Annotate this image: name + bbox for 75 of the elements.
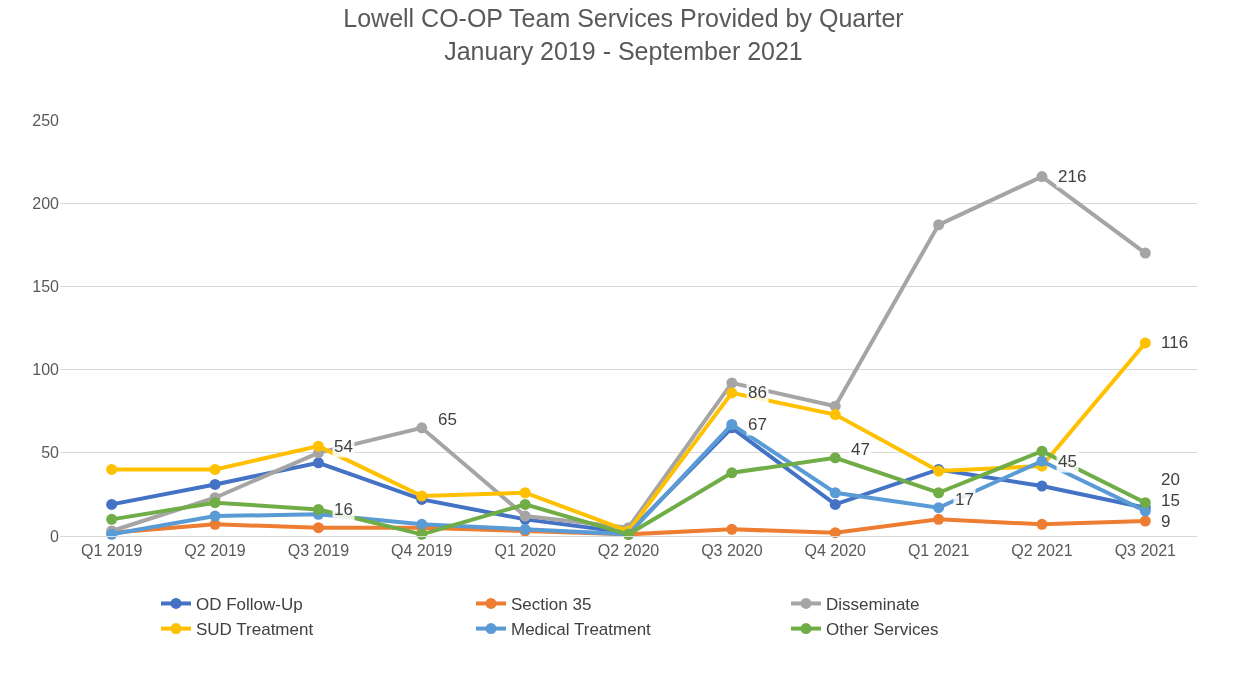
point [106,463,118,475]
data-label: 86 [748,383,767,402]
legend-label: Disseminate [826,595,920,615]
legend-label: Other Services [826,620,939,640]
point [726,377,738,389]
point [933,219,945,231]
point [312,522,324,534]
point [726,523,738,535]
data-label: 17 [955,490,974,509]
point [519,487,531,499]
point [829,498,841,510]
y-tick-label: 200 [32,194,60,212]
data-label: 16 [334,500,353,519]
point [1036,480,1048,492]
point [416,422,428,434]
point [829,409,841,421]
point [312,457,324,469]
data-label: 47 [851,440,870,459]
x-tick-label: Q3 2020 [701,542,763,560]
point [1139,497,1151,509]
data-label: 9 [1161,512,1171,531]
point [106,498,118,510]
x-tick-label: Q3 2019 [287,542,350,560]
x-tick-label: Q2 2021 [1011,542,1073,560]
data-label: 67 [748,415,767,434]
y-tick-label: 250 [32,111,60,129]
point [1036,518,1048,530]
data-label: 216 [1058,167,1087,186]
x-tick-label: Q4 2020 [804,542,867,560]
chart-subtitle: January 2019 - September 2021 [444,36,803,65]
point [519,498,531,510]
point [933,487,945,499]
data-label: 54 [334,437,353,456]
point [726,387,738,399]
point [209,497,221,509]
point [1139,337,1151,349]
x-tick-label: Q1 2019 [80,542,143,560]
point [726,467,738,479]
point [209,463,221,475]
legend-label: Medical Treatment [511,620,652,640]
point [209,478,221,490]
y-tick-label: 100 [32,361,60,379]
x-tick-label: Q4 2019 [391,542,453,560]
point [933,502,945,514]
legend-label: Section 35 [511,595,592,615]
y-tick-label: 50 [41,444,60,462]
point [1139,515,1151,527]
point [1036,171,1048,183]
point [312,440,324,452]
point [829,487,841,499]
x-tick-label: Q1 2021 [907,542,970,560]
point [416,518,428,530]
point [209,510,221,522]
legend-label: OD Follow-Up [196,595,303,615]
point [1036,445,1048,457]
data-label: 15 [1161,491,1180,510]
y-tick-label: 0 [50,527,60,545]
point [1036,455,1048,467]
point [829,452,841,464]
chart-title: Lowell CO-OP Team Services Provided by Quarter [343,4,904,33]
y-tick-label: 150 [32,278,60,295]
point [829,527,841,539]
data-label: 116 [1161,333,1189,352]
point [1139,247,1151,259]
data-label: 65 [438,410,457,429]
point [312,503,324,515]
x-tick-label: Q2 2020 [597,542,660,560]
x-tick-label: Q2 2019 [184,542,246,560]
data-label: 45 [1058,452,1077,471]
legend-label: SUD Treatment [196,620,314,640]
point [106,513,118,525]
point [933,513,945,525]
data-label: 20 [1161,470,1180,489]
x-tick-label: Q1 2020 [494,542,556,560]
x-tick-label: Q3 2021 [1114,542,1177,560]
